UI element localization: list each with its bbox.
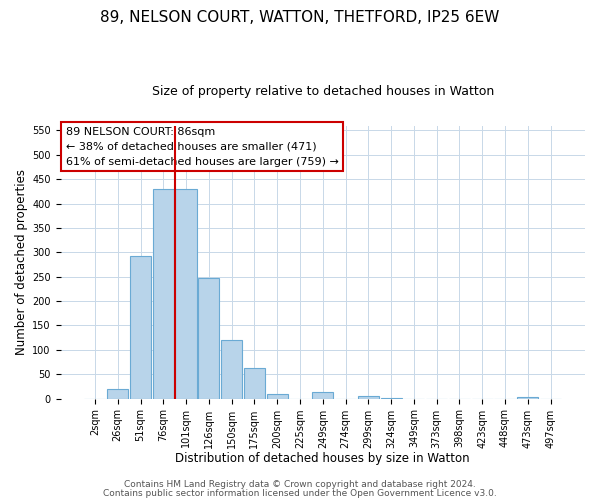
Bar [152, 189, 174, 398]
Text: Contains HM Land Registry data © Crown copyright and database right 2024.: Contains HM Land Registry data © Crown c… [124, 480, 476, 489]
X-axis label: Distribution of detached houses by size in Watton: Distribution of detached houses by size … [175, 452, 470, 465]
Text: Contains public sector information licensed under the Open Government Licence v3: Contains public sector information licen… [103, 488, 497, 498]
Text: 89, NELSON COURT, WATTON, THETFORD, IP25 6EW: 89, NELSON COURT, WATTON, THETFORD, IP25… [100, 10, 500, 25]
Text: 89 NELSON COURT: 86sqm
← 38% of detached houses are smaller (471)
61% of semi-de: 89 NELSON COURT: 86sqm ← 38% of detached… [66, 127, 338, 166]
Bar [312, 392, 334, 398]
Bar [175, 189, 197, 398]
Bar [221, 340, 242, 398]
Bar [130, 256, 151, 398]
Bar [358, 396, 379, 398]
Bar [107, 389, 128, 398]
Y-axis label: Number of detached properties: Number of detached properties [15, 169, 28, 355]
Bar [198, 278, 220, 398]
Bar [266, 394, 288, 398]
Bar [244, 368, 265, 398]
Bar [517, 396, 538, 398]
Title: Size of property relative to detached houses in Watton: Size of property relative to detached ho… [152, 85, 494, 98]
